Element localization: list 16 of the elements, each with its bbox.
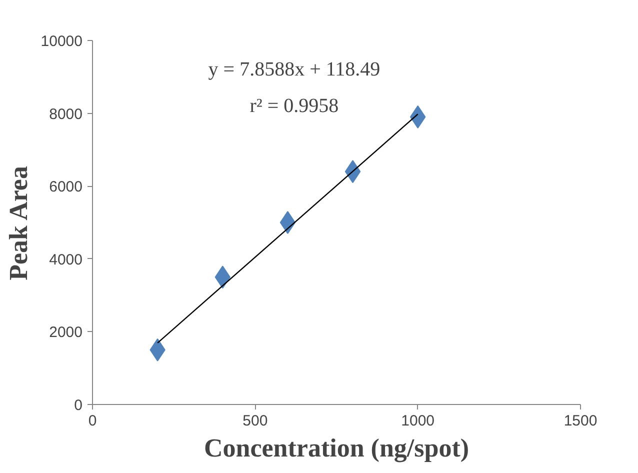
point [344, 160, 361, 184]
x-tick-label: 0 [88, 412, 97, 430]
annotation: y = 7.8588x + 118.49 [208, 58, 380, 81]
y-axis-title: Peak Area [4, 166, 33, 280]
y-tick-label: 0 [74, 397, 82, 414]
x-axis-title: Concentration (ng/spot) [204, 434, 470, 462]
point [280, 211, 296, 234]
y-tick-label: 6000 [49, 178, 83, 196]
x-tick-label: 1000 [401, 412, 435, 430]
y-tick-label: 4000 [49, 251, 83, 268]
y-tick-label: 10000 [40, 33, 83, 50]
y-tick-label: 2000 [49, 324, 83, 342]
y-tick-label: 8000 [49, 106, 83, 123]
x-tick-label: 500 [242, 412, 268, 430]
annotation: r² = 0.9958 [250, 95, 339, 118]
x-tick-label: 1500 [564, 412, 598, 430]
